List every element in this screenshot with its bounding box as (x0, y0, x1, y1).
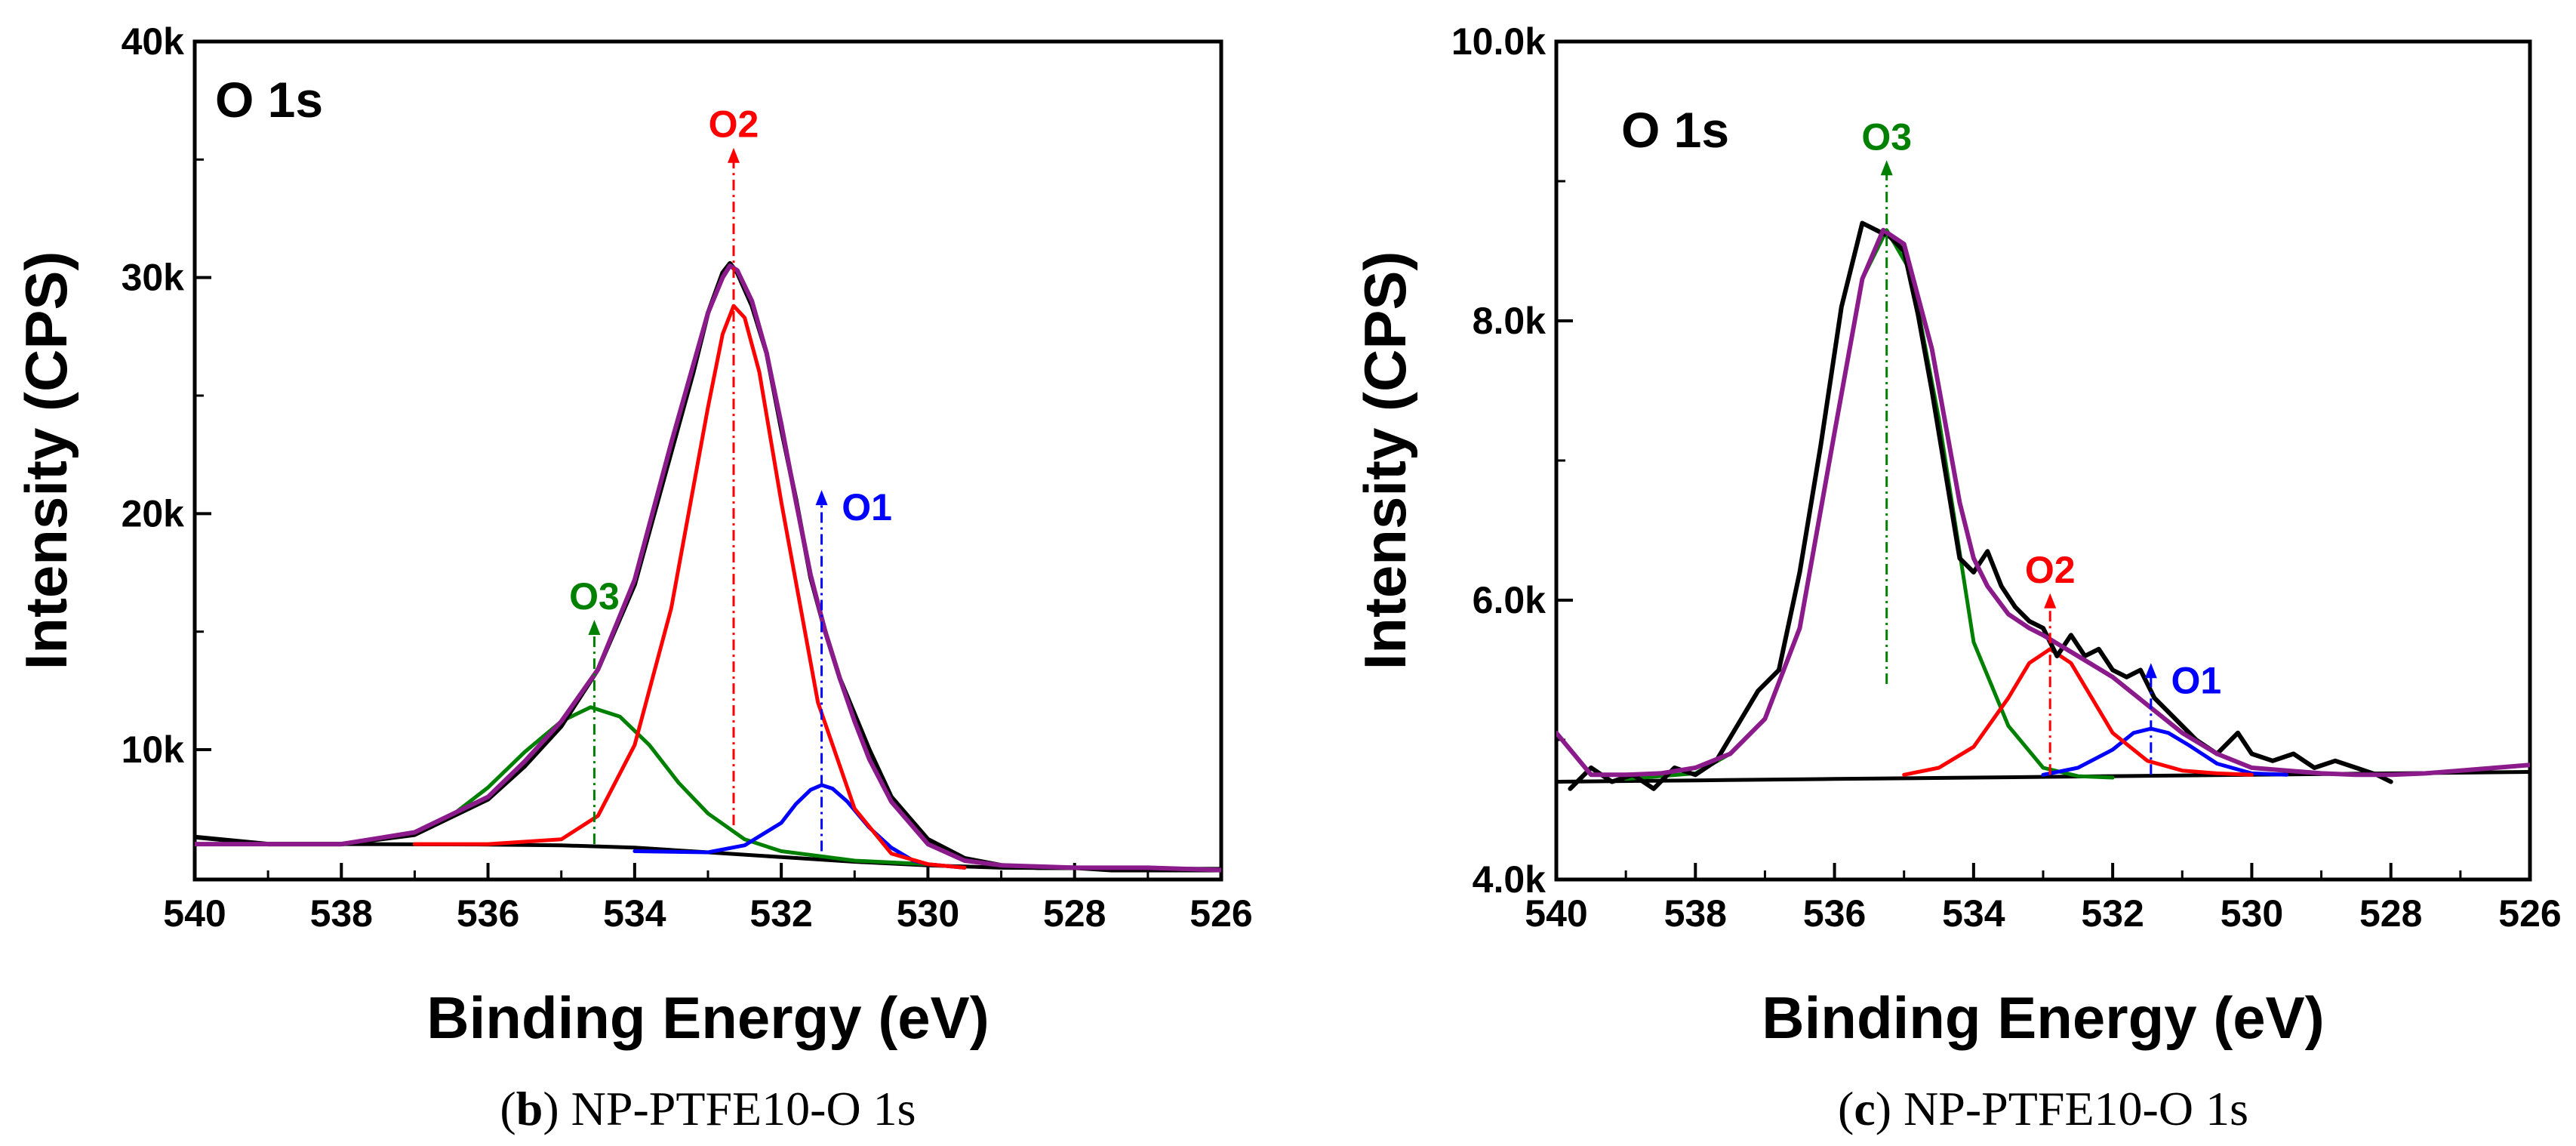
x-tick-label-c-6: 528 (2359, 892, 2422, 935)
annotation-label-O3-b: O3 (569, 575, 620, 618)
series-c (1556, 220, 2530, 791)
x-tick-label-b-1: 538 (310, 892, 373, 935)
annotation-label-O2-c: O2 (2025, 549, 2076, 591)
panel-tag-c: O 1s (1621, 102, 1729, 158)
x-tick-label-c-4: 532 (2081, 892, 2144, 935)
y-tick-label-b-3: 40k (122, 20, 185, 63)
annotation-arrow-O1-b (815, 490, 828, 506)
x-ticks-b: 540 538 536 534 532 530 528 526 (163, 863, 1253, 935)
series-raw-c (1568, 220, 2393, 791)
plot-frame-b (192, 39, 1223, 882)
panel-tag-b: O 1s (215, 72, 323, 128)
annotation-label-O1-b: O1 (842, 486, 892, 528)
y-tick-label-c-0: 4.0k (1473, 858, 1547, 901)
x-tick-label-b-5: 530 (897, 892, 959, 935)
series-raw-b (195, 260, 1221, 873)
series-b (195, 260, 1221, 873)
annotation-arrow-O2-b (728, 147, 740, 163)
series-O2-c (1902, 647, 2254, 777)
y-axis-title-b: Intensity (CPS) (13, 251, 79, 670)
y-tick-label-c-3: 10.0k (1451, 20, 1546, 63)
plot-frame-c (1554, 39, 2532, 882)
y-tick-label-b-2: 30k (122, 257, 185, 299)
series-envelope-b (195, 263, 1221, 873)
caption-text-c: NP-PTFE10-O 1s (1904, 1082, 2248, 1135)
y-axis-title-c: Intensity (CPS) (1352, 251, 1418, 670)
x-tick-label-b-2: 536 (457, 892, 519, 935)
peak-annotations-c: O1 O2 O3 (1861, 116, 2221, 775)
x-tick-label-b-0: 540 (163, 892, 226, 935)
caption-text-b: NP-PTFE10-O 1s (571, 1082, 916, 1135)
series-O3-b (339, 705, 930, 867)
caption-b: (b) NP-PTFE10-O 1s (500, 1082, 916, 1135)
x-tick-label-c-2: 536 (1803, 892, 1866, 935)
series-envelope-c (1556, 227, 2530, 778)
x-tick-label-b-6: 528 (1043, 892, 1106, 935)
x-ticks-c: 540 538 536 534 532 530 528 526 (1525, 863, 2562, 935)
series-O3-c (1623, 228, 2115, 781)
y-tick-label-c-1: 6.0k (1473, 579, 1547, 621)
peak-annotations-b: O1 O2 O3 (569, 103, 892, 852)
y-ticks-c: 4.0k 6.0k 8.0k 10.0k (1451, 20, 1573, 901)
annotation-label-O3-c: O3 (1861, 116, 1912, 158)
x-tick-label-c-1: 538 (1664, 892, 1727, 935)
panel-b: 10k 20k 30k 40k 540 538 536 534 532 530 528 526 O1… (13, 20, 1253, 1135)
y-tick-label-b-1: 20k (122, 492, 185, 534)
x-tick-label-b-4: 532 (749, 892, 812, 935)
caption-c: (c) NP-PTFE10-O 1s (1838, 1082, 2248, 1135)
caption-letter-c: c (1854, 1082, 1875, 1135)
series-O1-c (2041, 726, 2288, 777)
annotation-arrow-O3-c (1880, 160, 1893, 176)
annotation-label-O2-b: O2 (709, 103, 759, 146)
x-tick-label-b-7: 526 (1190, 892, 1252, 935)
x-tick-label-c-7: 526 (2498, 892, 2561, 935)
x-tick-label-c-0: 540 (1525, 892, 1587, 935)
y-ticks-b: 10k 20k 30k 40k (122, 20, 211, 771)
x-axis-title-c: Binding Energy (eV) (1762, 984, 2324, 1051)
caption-letter-b: b (516, 1082, 543, 1135)
y-tick-label-c-2: 8.0k (1473, 300, 1547, 342)
x-tick-label-c-5: 530 (2221, 892, 2283, 935)
annotation-arrow-O1-c (2144, 663, 2157, 679)
x-tick-label-c-3: 534 (1942, 892, 2005, 935)
annotation-arrow-O3-b (588, 620, 601, 636)
annotation-label-O1-c: O1 (2171, 659, 2221, 701)
y-tick-label-b-0: 10k (122, 729, 185, 771)
x-tick-label-b-3: 534 (603, 892, 666, 935)
annotation-arrow-O2-c (2044, 593, 2057, 608)
series-background-b (195, 842, 1221, 871)
x-axis-title-b: Binding Energy (eV) (426, 984, 989, 1051)
